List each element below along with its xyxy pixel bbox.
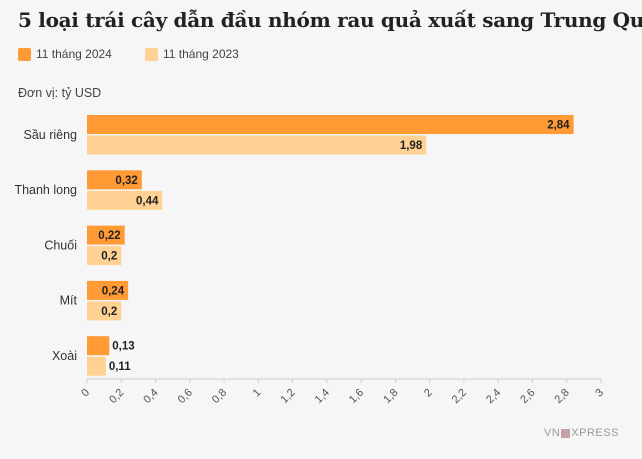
x-tick-label-0: 0 — [79, 387, 92, 400]
bar-category-1-series-0 — [87, 170, 142, 190]
legend-swatch-2023 — [145, 47, 158, 61]
data-label-category-1-series-0: 0,32 — [115, 175, 137, 187]
unit-label: Đơn vị: tỷ USD — [18, 86, 102, 100]
brand-left: VN — [544, 427, 561, 439]
category-label-4: Xoài — [52, 349, 77, 363]
bar-category-1-series-1 — [87, 190, 163, 210]
x-tick-label-9: 1,8 — [381, 387, 400, 406]
x-tick-label-7: 1,4 — [313, 387, 332, 406]
bar-category-4-series-0 — [87, 336, 110, 356]
legend-item-2023: 11 tháng 2023 — [145, 47, 239, 61]
x-tick-label-12: 2,4 — [484, 387, 503, 406]
chart-title: 5 loại trái cây dẫn đầu nhóm rau quả xuấ… — [18, 8, 642, 32]
legend-swatch-2024 — [18, 47, 31, 61]
x-tick-label-8: 1,6 — [347, 387, 366, 406]
data-label-category-0-series-1: 1,98 — [400, 140, 423, 152]
bar-category-2-series-1 — [87, 246, 122, 266]
x-tick-label-13: 2,6 — [518, 387, 537, 406]
bar-category-0-series-0 — [87, 115, 574, 134]
x-tick-label-4: 0,8 — [210, 387, 229, 406]
legend-label-2023: 11 tháng 2023 — [163, 47, 239, 61]
data-label-category-2-series-1: 0,2 — [101, 251, 117, 263]
x-tick-label-11: 2,2 — [450, 387, 469, 406]
x-tick-label-10: 2 — [422, 387, 435, 400]
data-label-category-4-series-0: 0,13 — [112, 341, 134, 353]
data-label-category-4-series-1: 0,11 — [109, 361, 131, 373]
data-label-category-2-series-0: 0,22 — [98, 230, 120, 242]
bar-category-3-series-0 — [87, 280, 129, 300]
data-label-category-1-series-1: 0,44 — [136, 195, 159, 207]
x-tick-label-2: 0,4 — [141, 387, 160, 406]
x-tick-label-6: 1,2 — [278, 387, 297, 406]
legend-label-2024: 11 tháng 2024 — [36, 47, 112, 61]
category-label-2: Chuối — [44, 238, 77, 252]
bar-category-4-series-1 — [87, 356, 106, 376]
category-label-0: Sầu riêng — [23, 128, 77, 142]
data-label-category-3-series-1: 0,2 — [101, 306, 117, 318]
brand-right: XPRESS — [571, 427, 619, 439]
x-tick-label-1: 0,2 — [107, 387, 126, 406]
brand-logo: VN XPRESS — [544, 427, 619, 439]
x-tick-label-15: 3 — [593, 387, 606, 400]
data-label-category-3-series-0: 0,24 — [102, 285, 125, 297]
x-tick-label-14: 2,8 — [553, 387, 572, 406]
brand-mark-icon — [561, 428, 571, 438]
bar-category-0-series-1 — [87, 135, 427, 155]
data-label-category-0-series-0: 2,84 — [547, 120, 570, 132]
category-label-3: Mít — [60, 294, 78, 308]
x-tick-label-3: 0,6 — [176, 387, 195, 406]
category-label-1: Thanh long — [14, 183, 77, 197]
x-tick-label-5: 1 — [251, 387, 264, 400]
bar-category-2-series-0 — [87, 225, 125, 245]
legend-item-2024: 11 tháng 2024 — [18, 47, 112, 61]
bar-category-3-series-1 — [87, 301, 122, 321]
